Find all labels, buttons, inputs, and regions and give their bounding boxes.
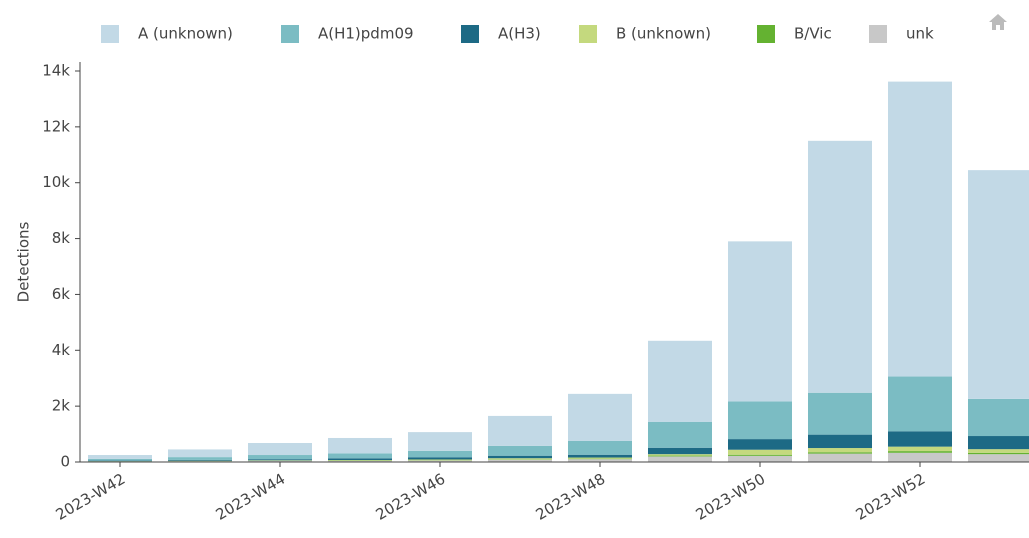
bar-segment — [488, 455, 552, 459]
legend-item[interactable]: B/Vic — [757, 25, 832, 44]
bar-segment — [248, 455, 312, 460]
bar-segment — [568, 454, 632, 458]
legend-label: A(H1)pdm09 — [318, 25, 414, 43]
bar-segment — [728, 439, 792, 450]
bar-segment — [648, 421, 712, 448]
x-tick-label: 2023-W44 — [213, 470, 289, 524]
legend-swatch — [869, 25, 887, 43]
y-tick-label: 10k — [42, 173, 70, 191]
bar-segment — [408, 457, 472, 460]
x-tick-label: 2023-W46 — [373, 470, 449, 524]
x-tick-label: 2023-W50 — [693, 470, 769, 524]
bar-segment — [888, 446, 952, 452]
bars — [88, 81, 1029, 462]
bar-segment — [568, 457, 632, 459]
bar-segment — [808, 392, 872, 435]
bar-segment — [888, 81, 952, 377]
bar-segment — [488, 458, 552, 460]
bar-segment — [328, 460, 392, 462]
x-tick-label: 2023-W48 — [533, 470, 609, 524]
legend-label: unk — [906, 25, 934, 43]
bar-segment — [648, 340, 712, 422]
home-icon[interactable] — [989, 14, 1007, 30]
bar-segment — [648, 447, 712, 455]
bar-segment — [968, 398, 1029, 437]
bar-segment — [168, 457, 232, 460]
bar-segment — [808, 434, 872, 449]
bar-segment — [408, 432, 472, 451]
y-tick-label: 6k — [52, 285, 71, 303]
bar-segment — [168, 459, 232, 461]
bar-segment — [888, 452, 952, 462]
bar-segment — [888, 376, 952, 432]
bar-segment — [488, 415, 552, 446]
bar-segment — [968, 449, 1029, 453]
bar-segment — [568, 459, 632, 462]
legend-label: B/Vic — [794, 25, 832, 43]
y-tick-label: 4k — [52, 341, 71, 359]
legend-label: A (unknown) — [138, 25, 233, 43]
y-tick-label: 0 — [60, 453, 70, 471]
y-tick-label: 14k — [42, 62, 70, 80]
bar-segment — [728, 455, 792, 462]
legend-item[interactable]: unk — [869, 25, 934, 44]
legend-swatch — [579, 25, 597, 43]
bar-segment — [728, 454, 792, 456]
bar-segment — [968, 452, 1029, 455]
x-tick-label: 2023-W42 — [53, 470, 129, 524]
bar-segment — [568, 393, 632, 441]
bar-segment — [328, 453, 392, 459]
bar-segment — [808, 140, 872, 393]
bar-segment — [808, 448, 872, 453]
legend-label: B (unknown) — [616, 25, 711, 43]
bar-segment — [488, 459, 552, 462]
bar-segment — [328, 460, 392, 461]
bar-segment — [88, 458, 152, 461]
legend-item[interactable]: B (unknown) — [579, 25, 711, 44]
bar-segment — [968, 454, 1029, 462]
bar-segment — [728, 401, 792, 440]
home-shape — [989, 14, 1007, 30]
bar-segment — [88, 460, 152, 462]
y-axis-title: Detections — [15, 221, 33, 302]
legend-item[interactable]: A (unknown) — [101, 25, 233, 44]
y-tick-label: 12k — [42, 117, 70, 135]
bar-segment — [648, 456, 712, 462]
bar-segment — [728, 449, 792, 455]
legend-swatch — [461, 25, 479, 43]
bar-segment — [168, 449, 232, 458]
legend-item[interactable]: A(H1)pdm09 — [281, 25, 414, 44]
legend-swatch — [757, 25, 775, 43]
legend-label: A(H3) — [498, 25, 541, 43]
bar-segment — [488, 445, 552, 456]
bar-segment — [808, 452, 872, 454]
bar-segment — [728, 241, 792, 402]
x-tick-label: 2023-W52 — [853, 470, 929, 524]
bar-segment — [328, 437, 392, 454]
bar-segment — [648, 454, 712, 456]
bar-segment — [808, 453, 872, 462]
bar-segment — [408, 460, 472, 462]
bar-segment — [328, 458, 392, 461]
bar-segment — [968, 170, 1029, 399]
y-tick-label: 8k — [52, 229, 71, 247]
bar-segment — [248, 459, 312, 461]
bar-segment — [568, 458, 632, 460]
bar-segment — [88, 455, 152, 459]
legend-swatch — [281, 25, 299, 43]
bar-segment — [888, 451, 952, 453]
bar-segment — [568, 440, 632, 455]
bar-segment — [248, 443, 312, 456]
bar-segment — [408, 450, 472, 458]
y-tick-label: 2k — [52, 397, 71, 415]
legend-item[interactable]: A(H3) — [461, 25, 541, 44]
bar-segment — [648, 455, 712, 457]
bar-segment — [968, 436, 1029, 450]
bar-segment — [248, 460, 312, 462]
bar-segment — [888, 431, 952, 447]
legend-swatch — [101, 25, 119, 43]
bar-segment — [408, 459, 472, 461]
